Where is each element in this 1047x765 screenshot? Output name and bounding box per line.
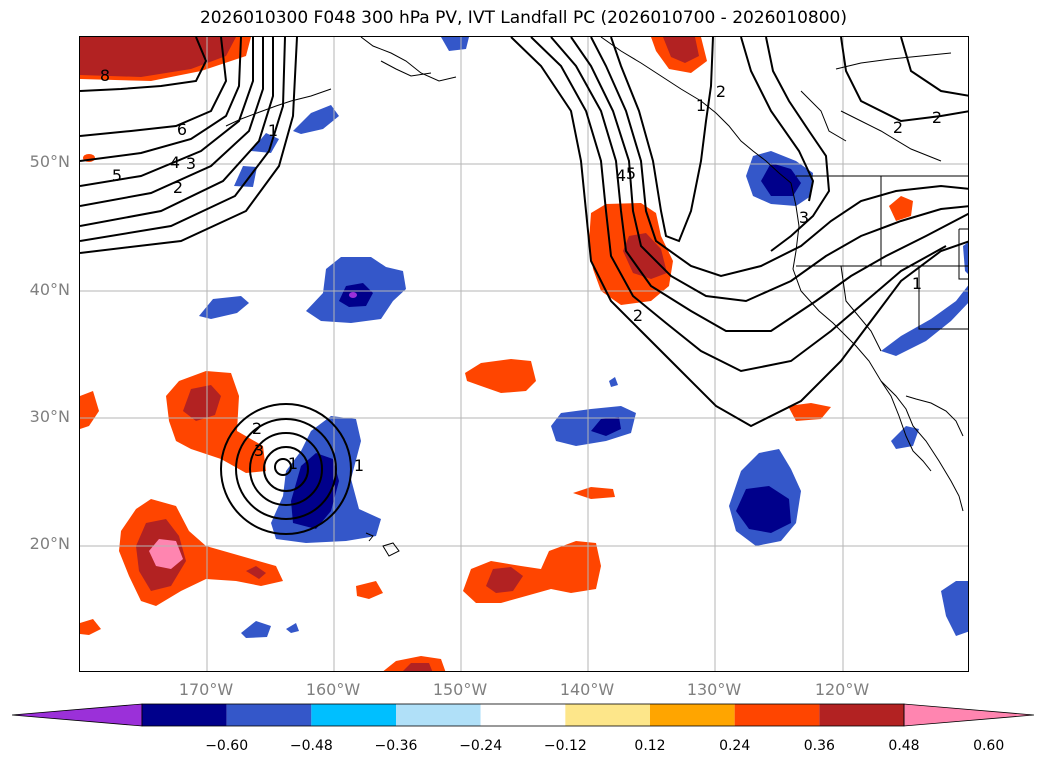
pv-anomaly-negative-small-4 <box>199 296 249 319</box>
pv-anomaly-positive-small-5 <box>788 403 831 421</box>
pv-anomaly-positive-south-central <box>463 541 601 603</box>
colorbar-extend-high <box>903 703 1034 727</box>
contour-label: 1 <box>288 454 298 473</box>
pv-anomaly-negative-small-6 <box>286 623 299 633</box>
colorbar-tick-label: −0.36 <box>374 738 418 754</box>
pv-anomaly-negative-small-8 <box>941 581 968 636</box>
coastlines <box>225 37 968 557</box>
contour-label: 1 <box>354 456 364 475</box>
gridlines <box>80 37 968 671</box>
colorbar-tick-label: −0.12 <box>543 738 587 754</box>
contour-label: 2 <box>716 82 726 101</box>
contour-label: 1 <box>268 121 278 140</box>
pv-anomaly-negative-coast <box>881 285 968 356</box>
colorbar-segment <box>734 704 820 726</box>
colorbar-tick-label: 0.36 <box>803 738 835 754</box>
map-title: 2026010300 F048 300 hPa PV, IVT Landfall… <box>199 8 847 28</box>
pv-anomaly-positive-northwest <box>80 37 251 81</box>
lat-label-50n: 50°N <box>29 152 70 171</box>
pv-anomaly-negative-small-1 <box>293 105 339 134</box>
contour-label: 6 <box>177 120 187 139</box>
lat-label-40n: 40°N <box>29 280 70 299</box>
ivt-contours <box>80 37 968 535</box>
pv-anomaly-negative-edge <box>963 242 968 274</box>
pv-anomaly-positive-small-4 <box>889 196 913 221</box>
contour-label: 2 <box>633 306 643 325</box>
pv-anomaly-negative-small-5 <box>241 621 271 638</box>
lon-label-150w: 150°W <box>432 680 488 699</box>
pv-anomaly-positive-southwest <box>119 499 283 606</box>
contour-label: 4 <box>616 166 626 185</box>
colorbar-segment <box>311 704 396 726</box>
colorbar-tick-label: 0.24 <box>719 738 751 754</box>
colorbar-tick-label: −0.60 <box>205 738 249 754</box>
colorbar-tick-label: −0.48 <box>289 738 333 754</box>
pv-anomaly-negative-small-3 <box>234 166 257 187</box>
colorbar-tick-label: 0.12 <box>634 738 666 754</box>
pv-anomaly-positive-edge <box>80 391 99 429</box>
pv-anomaly-negative-east-central <box>551 406 636 446</box>
lon-label-130w: 130°W <box>686 680 742 699</box>
lon-label-170w: 170°W <box>178 680 234 699</box>
contour-label: 3 <box>186 154 196 173</box>
contour-label: 1 <box>696 96 706 115</box>
colorbar-segment <box>480 704 566 726</box>
pv-anomaly-positive-north <box>651 37 707 73</box>
pv-anomaly-negative-small-7 <box>891 426 919 449</box>
lon-label-140w: 140°W <box>559 680 615 699</box>
contour-label: 2 <box>252 419 262 438</box>
pv-anomaly-negative-northeast <box>746 151 813 206</box>
colorbar-segment <box>650 704 735 726</box>
pv-anomaly-positive-central-north <box>465 359 536 393</box>
colorbar-tick-label: 0.48 <box>888 738 920 754</box>
contour-label: 2 <box>173 178 183 197</box>
contour-label: 2 <box>932 108 942 127</box>
colorbar-segment <box>226 704 312 726</box>
contour-label: 3 <box>254 441 264 460</box>
contour-label: 2 <box>893 118 903 137</box>
colorbar-tick-label: 0.60 <box>973 738 1005 754</box>
pv-anomaly-positive-small-3 <box>573 487 615 499</box>
colorbar-segment <box>396 704 481 726</box>
contour-label: 1 <box>912 274 922 293</box>
pv-anomaly-negative-north <box>441 37 469 51</box>
lat-label-20n: 20°N <box>29 534 70 553</box>
pv-anomaly-positive-northeast <box>589 203 673 305</box>
pv-anomaly-negative-central <box>271 416 381 543</box>
contour-label: 8 <box>100 66 110 85</box>
colorbar-extend-low <box>12 703 143 727</box>
contour-label: 3 <box>799 208 809 227</box>
colorbar-segment <box>142 704 227 726</box>
contour-label: 4 <box>170 153 180 172</box>
lat-label-30n: 30°N <box>29 407 70 426</box>
contour-label: 5 <box>112 166 122 185</box>
lon-label-160w: 160°W <box>305 680 361 699</box>
pv-anomaly-positive-small-1 <box>80 619 101 635</box>
colorbar-segment <box>819 704 904 726</box>
contour-label: 5 <box>626 164 636 183</box>
colorbar-tick-label: −0.24 <box>459 738 503 754</box>
lon-label-120w: 120°W <box>814 680 870 699</box>
pv-anomaly-negative-dot <box>609 377 618 387</box>
pv-anomaly-positive-small-2 <box>356 581 383 599</box>
pv-anomaly-negative-southeast <box>729 449 801 546</box>
colorbar-segment <box>565 704 650 726</box>
pv-anomaly-negative-midpacific <box>306 257 406 323</box>
pv-anomaly-positive-bottom-core <box>403 663 433 671</box>
colorbar <box>12 703 1034 727</box>
